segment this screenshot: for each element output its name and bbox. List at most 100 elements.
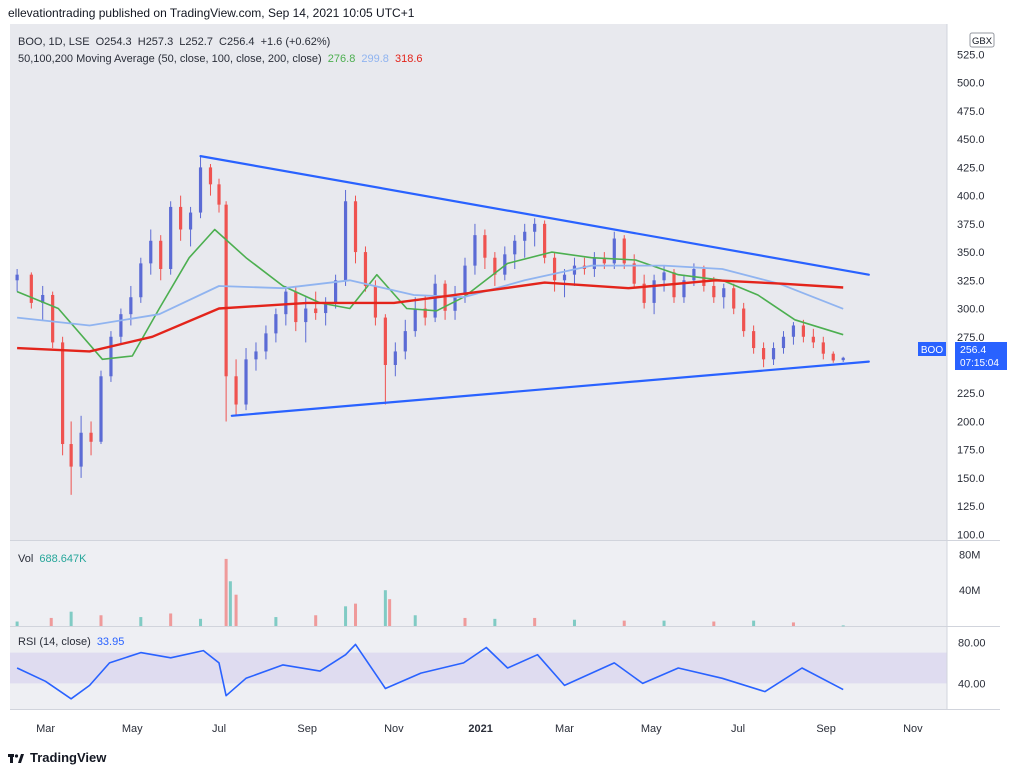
volume-bar (383, 590, 387, 626)
candle (69, 421, 73, 495)
currency-box-frame (969, 32, 995, 48)
candle-body (61, 342, 65, 445)
candle-body (692, 269, 696, 281)
ma200-value: 318.6 (394, 53, 423, 65)
tradingview-logo[interactable]: TradingView (8, 750, 106, 765)
candle-body (129, 297, 133, 315)
volume-legend[interactable]: Vol 688.647K (18, 553, 89, 565)
ma-legend[interactable]: 50,100,200 Moving Average (50, close, 10… (18, 53, 426, 65)
candle-body (453, 294, 457, 311)
ma-50-line (16, 228, 844, 361)
candle (51, 291, 55, 349)
candle (99, 370, 103, 445)
candle (413, 297, 417, 337)
volume-bar (572, 619, 576, 626)
candle (533, 218, 537, 247)
candle (61, 336, 65, 456)
price-tick-label: 300.0 (957, 304, 985, 316)
rsi-band (10, 652, 947, 684)
candle-body (781, 336, 786, 349)
candle (119, 308, 123, 345)
candle-body (99, 376, 103, 442)
candle-body (543, 223, 547, 258)
candle (821, 336, 825, 360)
candle-body (109, 336, 113, 377)
volume-bar (234, 594, 238, 626)
candle-body (41, 294, 45, 303)
candle (682, 274, 686, 303)
candle-body (149, 240, 153, 264)
ma-legend-title: 50,100,200 Moving Average (50, close, 10… (18, 53, 322, 65)
price-tick-label: 275.0 (957, 332, 985, 344)
volume-label: Vol (18, 553, 34, 565)
volume-bar (662, 620, 666, 626)
rsi-legend[interactable]: RSI (14, close) 33.95 (18, 636, 127, 648)
candle (139, 257, 143, 303)
volume-bar (139, 617, 143, 626)
candle (612, 231, 616, 270)
candle-body (413, 308, 417, 332)
candle (801, 319, 805, 343)
candle (473, 223, 477, 275)
candle (642, 274, 646, 309)
legend-symbol: BOO, 1D, LSE (18, 36, 90, 48)
candle-body (771, 348, 776, 360)
candle (841, 356, 845, 362)
candle-body (592, 257, 596, 270)
candle (217, 178, 221, 213)
volume-bar (49, 617, 53, 626)
candle (179, 195, 183, 241)
candle (304, 297, 308, 343)
currency-box[interactable]: GBX (969, 32, 995, 48)
rsi-tick-label: 40.00 (958, 678, 986, 690)
candle (109, 331, 113, 382)
candle-body (821, 342, 825, 354)
volume-panel-bg (10, 541, 947, 626)
candle-body (294, 291, 298, 323)
time-tick-label: Jul (212, 723, 226, 735)
candle-body (324, 302, 328, 314)
symbol-badge-bg (918, 342, 946, 356)
candle (159, 235, 163, 281)
volume-bar (99, 615, 103, 626)
candle (513, 235, 517, 270)
symbol-legend[interactable]: BOO, 1D, LSE O254.3 H257.3 L252.7 C256.4… (18, 36, 333, 48)
candle-body (188, 212, 193, 230)
legend-high: H257.3 (137, 36, 174, 48)
candle-body (119, 314, 123, 337)
ma100-value: 299.8 (361, 53, 389, 65)
candle (224, 201, 228, 422)
candle (244, 348, 248, 411)
candle (284, 285, 288, 326)
volume-bar (169, 613, 173, 626)
candle (343, 189, 348, 286)
volume-bar (841, 625, 845, 627)
candle (781, 331, 786, 354)
trendline[interactable] (230, 360, 870, 417)
time-tick-label: May (122, 723, 143, 735)
price-tick-label: 425.0 (957, 162, 985, 174)
candle-body (463, 265, 467, 295)
candle (622, 235, 626, 270)
candle-body (217, 184, 221, 205)
tradingview-logo-text: TradingView (30, 750, 107, 765)
price-tick-label: 475.0 (957, 106, 985, 118)
volume-bar (388, 599, 392, 626)
legend-change: +1.6 (+0.62%) (260, 36, 331, 48)
candle (771, 342, 776, 365)
price-axis-ticks: 525.0 500.0 475.0 450.0 425.0 400.0 375.0 350.0… (957, 49, 985, 541)
candle-body (343, 201, 348, 281)
candle (592, 252, 596, 277)
candle (791, 322, 796, 345)
candle-body (15, 274, 19, 281)
price-tick-label: 325.0 (957, 275, 985, 287)
candle (274, 308, 278, 343)
time-tick-label: Mar (36, 723, 55, 735)
candle (453, 285, 457, 320)
candle (722, 283, 726, 309)
candle (169, 201, 173, 275)
trendline[interactable] (199, 155, 870, 276)
price-badge-bg (955, 342, 1007, 370)
volume-bar (15, 621, 19, 626)
candle (294, 285, 298, 332)
